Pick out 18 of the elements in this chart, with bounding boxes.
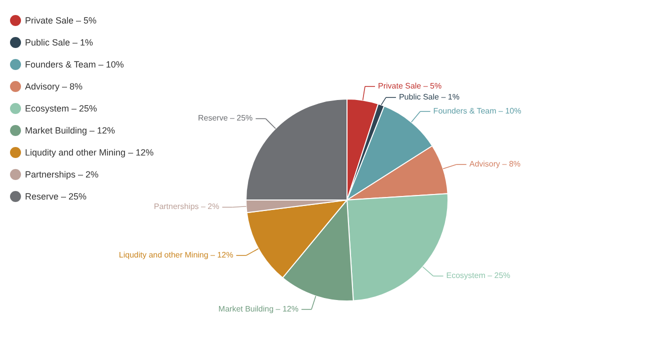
legend-label: Advisory – 8% <box>469 159 521 168</box>
legend-label: Partnerships – 2% <box>25 170 99 180</box>
category-label: Public Sale – 1% <box>25 38 94 48</box>
legend-label: Ecosystem – 25% <box>446 271 510 280</box>
category-label: Advisory – 8% <box>25 82 83 92</box>
legend-label: Founders & Team – 10% <box>25 60 124 70</box>
legend-label: Private Sale – 5% <box>25 16 97 26</box>
slice-label: Reserve – 25% <box>198 114 253 123</box>
category-label: Ecosystem – 25% <box>25 104 98 114</box>
slice-label: Market Building – 12% <box>218 304 298 314</box>
legend-label: Reserve – 25% <box>25 192 87 202</box>
slice-label: Partnerships – 2% <box>154 202 220 212</box>
legend-label: Public Sale – 1% <box>398 92 460 102</box>
legend-label: Market Building – 12% <box>25 126 116 136</box>
slice-label: Liqudity and other Mining – 12% <box>118 250 234 260</box>
legend-label: Liqudity and other Mining – 12% <box>25 148 154 158</box>
slice-label: Founders & Team – 10% <box>433 106 522 116</box>
slice-label: Private Sale – 5% <box>378 81 442 90</box>
